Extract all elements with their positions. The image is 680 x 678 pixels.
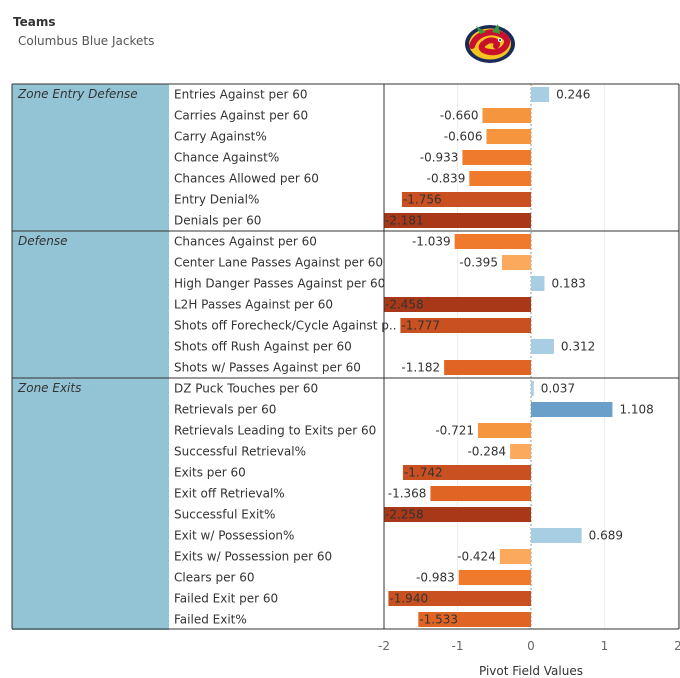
data-label: -0.933 (420, 151, 459, 165)
category-layer (12, 84, 169, 630)
data-label: 0.312 (561, 340, 595, 354)
row-label: Failed Exit per 60 (174, 592, 278, 606)
bar[interactable] (418, 612, 531, 627)
row-label: Exit off Retrieval% (174, 487, 285, 501)
row-label: Retrievals per 60 (174, 403, 276, 417)
row-label: Entries Against per 60 (174, 88, 308, 102)
row-label: Successful Retrieval% (174, 445, 306, 459)
data-label: -1.039 (412, 235, 451, 249)
data-label: -2.258 (385, 508, 424, 522)
x-axis-title: Pivot Field Values (479, 664, 583, 678)
data-label: 0.037 (541, 382, 575, 396)
row-label: High Danger Passes Against per 60 (174, 277, 385, 291)
row-label: Exits per 60 (174, 466, 246, 480)
row-label: Carries Against per 60 (174, 109, 308, 123)
bar[interactable] (469, 171, 531, 186)
bar[interactable] (510, 444, 531, 459)
bar[interactable] (531, 339, 554, 354)
row-label: L2H Passes Against per 60 (174, 298, 333, 312)
row-label: Chance Against% (174, 151, 279, 165)
x-tick-label: 2 (674, 639, 680, 653)
bar[interactable] (388, 591, 531, 606)
row-label: Successful Exit% (174, 508, 275, 522)
bar[interactable] (486, 129, 531, 144)
category-label: Defense (18, 234, 67, 248)
bar[interactable] (384, 507, 531, 522)
row-label: Chances Allowed per 60 (174, 172, 319, 186)
data-label: -0.839 (427, 172, 466, 186)
data-label: -0.395 (459, 256, 498, 270)
row-label: Shots w/ Passes Against per 60 (174, 361, 361, 375)
data-label: -2.181 (385, 214, 424, 228)
bar[interactable] (531, 87, 550, 102)
bar[interactable] (384, 297, 531, 312)
category-cell (12, 84, 169, 231)
data-label: -0.284 (467, 445, 506, 459)
bar[interactable] (454, 234, 531, 249)
data-label: -1.182 (401, 361, 440, 375)
bar[interactable] (402, 465, 531, 480)
row-label: DZ Puck Touches per 60 (174, 382, 318, 396)
bar[interactable] (501, 255, 531, 270)
data-label: -0.606 (444, 130, 483, 144)
data-label: 0.689 (589, 529, 623, 543)
row-label: Shots off Rush Against per 60 (174, 340, 352, 354)
data-label: -1.742 (404, 466, 443, 480)
filter-value[interactable]: Columbus Blue Jackets (18, 34, 155, 48)
filter-title: Teams (13, 15, 56, 29)
data-label: 0.246 (556, 88, 590, 102)
bar[interactable] (499, 549, 531, 564)
bar[interactable] (531, 276, 545, 291)
data-label: -0.424 (457, 550, 496, 564)
x-tick-label: 0 (527, 639, 535, 653)
data-label: -1.940 (389, 592, 428, 606)
category-cell (12, 378, 169, 630)
data-label: -0.983 (416, 571, 455, 585)
row-label: Chances Against per 60 (174, 235, 317, 249)
category-label: Zone Exits (17, 381, 81, 395)
row-label: Clears per 60 (174, 571, 254, 585)
bar[interactable] (478, 423, 531, 438)
row-label: Entry Denial% (174, 193, 259, 207)
data-label: -1.533 (419, 613, 458, 627)
row-label: Failed Exit% (174, 613, 247, 627)
row-label: Shots off Forecheck/Cycle Against p.. (174, 319, 397, 333)
bar[interactable] (401, 192, 531, 207)
team-logo-icon (465, 24, 515, 63)
category-cell (12, 231, 169, 378)
bar-layer (384, 87, 613, 627)
data-label: 1.108 (619, 403, 653, 417)
x-tick-label: 1 (601, 639, 609, 653)
row-label: Denials per 60 (174, 214, 261, 228)
data-label: -1.368 (388, 487, 427, 501)
bar[interactable] (482, 108, 531, 123)
data-label: 0.183 (551, 277, 585, 291)
data-label: -2.458 (385, 298, 424, 312)
frame-layer (11, 83, 680, 630)
bar[interactable] (384, 213, 531, 228)
bar[interactable] (462, 150, 531, 165)
data-label: -1.777 (401, 319, 440, 333)
x-tick-label: -2 (378, 639, 390, 653)
row-label: Carry Against% (174, 130, 267, 144)
grid-layer (383, 84, 679, 629)
row-label: Center Lane Passes Against per 60 (174, 256, 383, 270)
x-tick-label: -1 (452, 639, 464, 653)
data-label: -0.660 (440, 109, 479, 123)
bar[interactable] (430, 486, 531, 501)
bar[interactable] (531, 381, 534, 396)
data-label: -1.756 (403, 193, 442, 207)
row-label: Exits w/ Possession per 60 (174, 550, 332, 564)
data-label: -0.721 (435, 424, 474, 438)
bar[interactable] (531, 402, 613, 417)
bar[interactable] (400, 318, 531, 333)
row-label: Retrievals Leading to Exits per 60 (174, 424, 376, 438)
bar[interactable] (444, 360, 531, 375)
row-label: Exit w/ Possession% (174, 529, 294, 543)
bar[interactable] (458, 570, 531, 585)
text-layer: Zone Entry Defense Entries Against per 60… (17, 87, 680, 653)
bar[interactable] (531, 528, 582, 543)
category-label: Zone Entry Defense (17, 87, 138, 101)
